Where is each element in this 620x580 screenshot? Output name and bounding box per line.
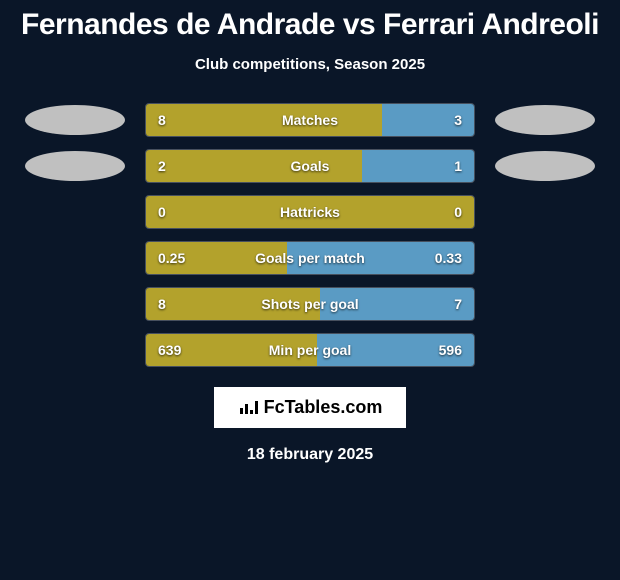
player-left-placeholder (25, 105, 125, 135)
stat-row: 0 Hattricks 0 (0, 195, 620, 229)
player-right-placeholder (495, 105, 595, 135)
stat-bar-left (146, 104, 382, 136)
stat-value-right: 7 (454, 296, 462, 312)
stat-bar: 0.25 Goals per match 0.33 (145, 241, 475, 275)
spacer (25, 289, 125, 319)
stat-row: 8 Matches 3 (0, 103, 620, 137)
brand-label: FcTables.com (264, 397, 383, 418)
stat-value-right: 596 (439, 342, 462, 358)
comparison-title: Fernandes de Andrade vs Ferrari Andreoli (21, 8, 599, 42)
stat-value-left: 639 (158, 342, 181, 358)
stat-row: 0.25 Goals per match 0.33 (0, 241, 620, 275)
brand-badge: FcTables.com (214, 387, 407, 428)
player-right-placeholder (495, 151, 595, 181)
stat-row: 2 Goals 1 (0, 149, 620, 183)
stat-value-left: 8 (158, 112, 166, 128)
stat-label: Matches (282, 112, 338, 128)
stat-bar: 2 Goals 1 (145, 149, 475, 183)
stat-bar: 8 Shots per goal 7 (145, 287, 475, 321)
stat-bar-left (146, 150, 362, 182)
stat-row: 8 Shots per goal 7 (0, 287, 620, 321)
spacer (495, 243, 595, 273)
stat-bar: 639 Min per goal 596 (145, 333, 475, 367)
stat-label: Min per goal (269, 342, 351, 358)
stat-value-left: 2 (158, 158, 166, 174)
stat-label: Goals (291, 158, 330, 174)
player-left-placeholder (25, 151, 125, 181)
stat-row: 639 Min per goal 596 (0, 333, 620, 367)
stat-value-right: 0.33 (435, 250, 462, 266)
stat-value-left: 8 (158, 296, 166, 312)
spacer (495, 335, 595, 365)
stat-value-right: 0 (454, 204, 462, 220)
spacer (25, 335, 125, 365)
chart-icon (238, 400, 258, 416)
date-label: 18 february 2025 (247, 446, 373, 464)
spacer (25, 243, 125, 273)
stat-bar: 0 Hattricks 0 (145, 195, 475, 229)
stat-label: Shots per goal (261, 296, 358, 312)
stat-value-left: 0.25 (158, 250, 185, 266)
stat-rows: 8 Matches 3 2 Goals 1 0 Hattricks 0 0.25 Goals per… (0, 103, 620, 367)
stat-value-left: 0 (158, 204, 166, 220)
stat-value-right: 1 (454, 158, 462, 174)
spacer (495, 289, 595, 319)
stat-value-right: 3 (454, 112, 462, 128)
stat-bar: 8 Matches 3 (145, 103, 475, 137)
spacer (495, 197, 595, 227)
comparison-subtitle: Club competitions, Season 2025 (195, 56, 425, 73)
stat-label: Hattricks (280, 204, 340, 220)
stat-label: Goals per match (255, 250, 365, 266)
spacer (25, 197, 125, 227)
